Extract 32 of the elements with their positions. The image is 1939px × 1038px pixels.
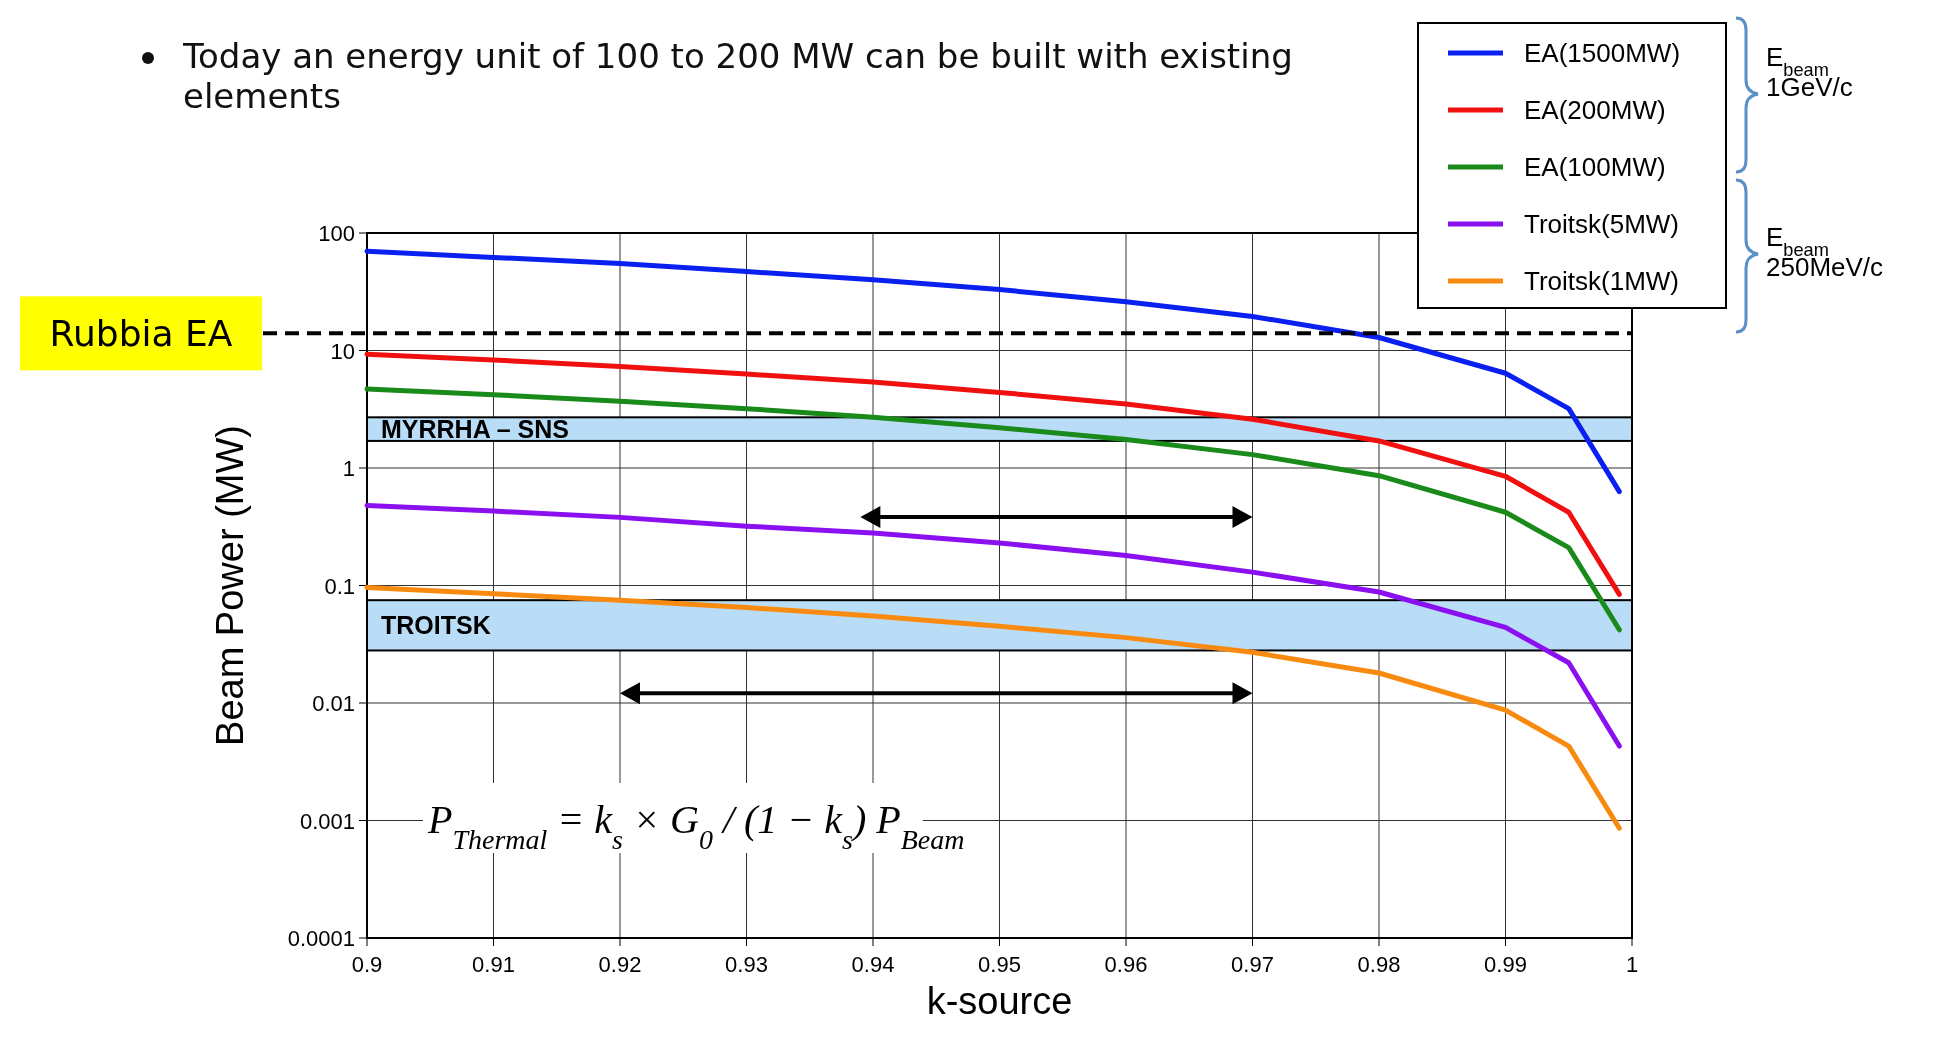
- text: E$_{beam}$ 250MeV/c: [1766, 222, 1884, 282]
- x-axis-title: k-source: [926, 980, 1073, 1022]
- x-tick-label: 0.9: [351, 952, 383, 977]
- legend-label: EA(200MW): [1524, 95, 1666, 125]
- band-label: MYRRHA – SNS: [381, 415, 569, 444]
- x-tick-label: 0.98: [1357, 952, 1401, 977]
- text: P$_{Thermal}$ = k$_{s}$ × G$_{0}$ / (1 − k$_{s}$) P$_{Beam}$: [428, 797, 965, 855]
- ref-line-label: Rubbia EA: [49, 313, 233, 355]
- x-tick-label: 1: [1625, 952, 1639, 977]
- y-tick-label: 10: [330, 338, 355, 364]
- y-tick-label: 100: [318, 221, 355, 246]
- text: E$_{beam}$ 1GeV/c: [1766, 42, 1853, 102]
- legend-label: Troitsk(5MW): [1524, 209, 1680, 239]
- y-tick-label: 0.01: [312, 691, 355, 716]
- y-tick-label: 0.0001: [287, 926, 355, 951]
- x-tick-label: 0.99: [1484, 952, 1527, 977]
- x-tick-label: 0.95: [978, 952, 1021, 977]
- y-tick-label: 1: [342, 456, 355, 481]
- chart-title: Today an energy unit of 100 to 200 MW can be built with existing elements: [183, 36, 1294, 116]
- x-tick-label: 0.94: [851, 952, 895, 977]
- x-tick-label: 0.91: [472, 952, 515, 977]
- legend-label: Troitsk(1MW): [1524, 266, 1680, 296]
- legend-label: EA(1500MW): [1524, 38, 1681, 68]
- y-tick-label: 0.001: [299, 808, 355, 834]
- y-axis-title: Beam Power (MW): [209, 425, 251, 746]
- x-tick-label: 0.92: [598, 952, 642, 977]
- x-tick-label: 0.93: [725, 952, 768, 977]
- x-tick-label: 0.96: [1104, 952, 1148, 977]
- band-label: TROITSK: [381, 611, 491, 640]
- legend-label: EA(100MW): [1524, 152, 1666, 182]
- x-tick-label: 0.97: [1231, 952, 1274, 977]
- y-tick-label: 0.1: [324, 573, 355, 599]
